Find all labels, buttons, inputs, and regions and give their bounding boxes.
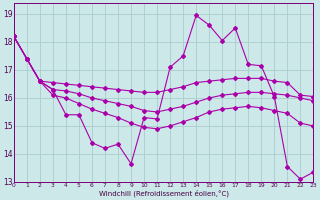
X-axis label: Windchill (Refroidissement éolien,°C): Windchill (Refroidissement éolien,°C) [99, 190, 228, 197]
